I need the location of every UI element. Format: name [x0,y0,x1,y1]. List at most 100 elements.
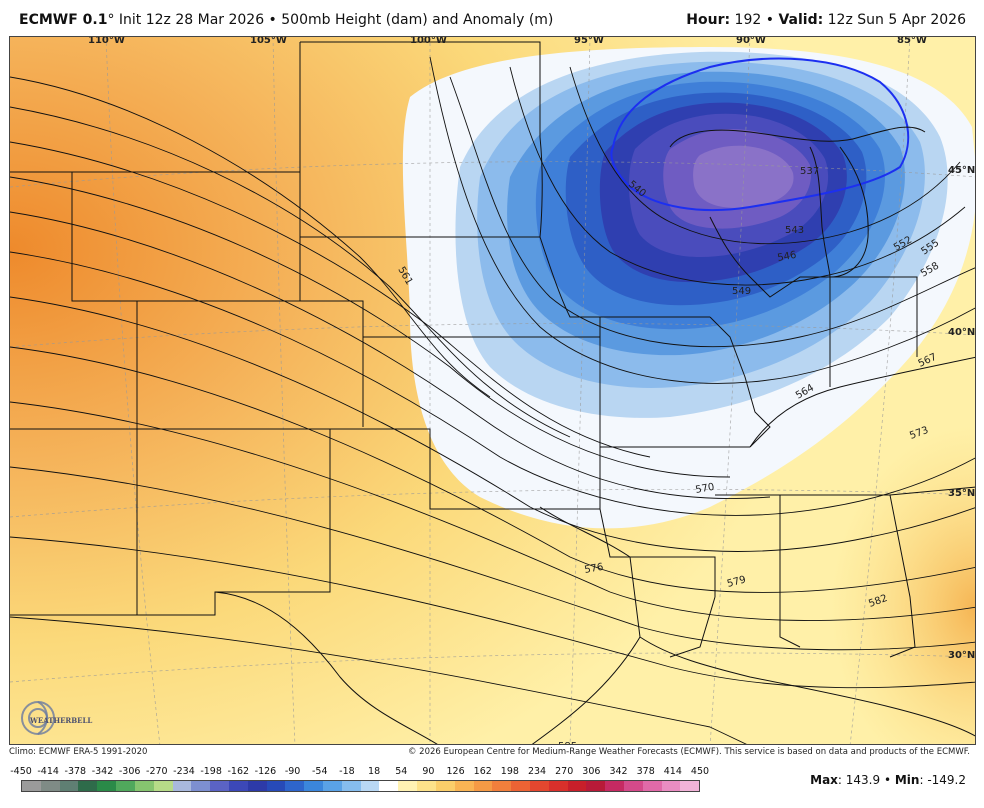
lon-label-110w: 110°W [88,36,125,46]
colorbar-swatch [78,781,98,791]
cbar-tick: 126 [446,766,465,777]
colorbar-swatch [153,781,173,791]
colorbar-swatch [285,781,305,791]
logo-text: WEATHERBELL [29,716,92,725]
colorbar-swatch [511,781,530,791]
colorbar-swatch [266,781,286,791]
cbar-tick: -126 [254,766,277,777]
bullet: • [765,12,774,28]
cbar-tick: -54 [311,766,328,777]
max-min-readout: Max: 143.9 • Min: -149.2 [810,773,966,787]
contour-label-546: 546 [777,250,798,264]
cbar-tick: -90 [284,766,301,777]
hour-value: 192 [734,12,762,28]
trough-anomaly [402,47,975,529]
contour-label-576: 576 [584,562,605,576]
lat-label-45n: 45°N [948,165,976,176]
colorbar-swatch [97,781,117,791]
cbar-tick: 162 [473,766,492,777]
cbar-tick: -234 [173,766,195,777]
colorbar-swatch [247,781,267,791]
cbar-tick: -414 [37,766,59,777]
colorbar-swatch [134,781,154,791]
cbar-tick: 342 [609,766,628,777]
colorbar-swatch [40,781,60,791]
cbar-tick: -18 [339,766,355,777]
contour-label-570: 570 [695,482,716,496]
cbar-tick: 450 [690,766,710,777]
colorbar [21,780,700,792]
colorbar-swatch [473,781,493,791]
valid-value: 12z Sun 5 Apr 2026 [827,12,966,28]
colorbar-swatch [59,781,79,791]
cbar-tick: -450 [10,766,32,777]
init-text: Init 12z 28 Mar 2026 • 500mb Height (dam… [114,12,554,28]
chart-title: ECMWF 0.1° Init 12z 28 Mar 2026 • 500mb … [19,12,553,28]
cbar-tick: 270 [555,766,574,777]
cbar-tick: -270 [146,766,168,777]
cbar-tick: -342 [91,766,114,777]
colorbar-swatch [417,781,436,791]
cbar-tick: 414 [663,766,682,777]
colorbar-swatch [116,781,135,791]
colorbar-swatch [605,781,624,791]
cbar-tick: -306 [118,766,141,777]
boundaries [10,41,975,744]
colorbar-swatch [586,781,606,791]
max-label: Max [810,773,838,787]
contour-label-549: 549 [732,286,751,297]
valid-time: Hour: 192 • Valid: 12z Sun 5 Apr 2026 [686,12,966,28]
climo-note: Climo: ECMWF ERA-5 1991-2020 [9,747,148,757]
colorbar-swatch [304,781,323,791]
colorbar-swatch [210,781,229,791]
max-value: 143.9 [845,773,881,787]
cbar-tick: -198 [200,766,222,777]
colorbar-swatch [661,781,681,791]
lon-label-90w: 90°W [736,36,766,46]
forecast-map[interactable]: 537 540 543 546 549 552 555 558 561 564 … [9,36,976,745]
cbar-tick: 198 [500,766,519,777]
contour-label-543: 543 [785,225,804,236]
cbar-tick: 234 [527,766,547,777]
contour-label-537: 537 [800,166,819,177]
colorbar-swatch [548,781,568,791]
colorbar-swatch [228,781,248,791]
cbar-tick: -162 [227,766,250,777]
weatherbell-logo: WEATHERBELL [21,701,92,735]
colorbar-swatch [680,781,700,791]
lat-label-40n: 40°N [948,327,976,338]
colorbar-swatch [379,781,399,791]
header: ECMWF 0.1° Init 12z 28 Mar 2026 • 500mb … [0,0,984,36]
lat-label-30n: 30°N [948,650,976,661]
contour-label-585: 585 [558,741,577,745]
contour-540-highlight [610,57,910,212]
degree-sign: ° [107,12,115,28]
hour-key: Hour: [686,12,731,28]
contour-label-579: 579 [726,574,747,590]
colorbar-swatch [492,781,512,791]
colorbar-swatch [435,781,455,791]
colorbar-swatch [398,781,418,791]
lon-label-85w: 85°W [897,36,927,46]
colorbar-swatch [323,781,342,791]
colorbar-swatch [22,781,41,791]
lon-label-95w: 95°W [574,36,604,46]
graticule [10,37,975,744]
cbar-tick: 54 [395,766,408,777]
cbar-tick: -378 [64,766,87,777]
min-value: -149.2 [927,773,966,787]
valid-key: Valid: [778,12,824,28]
cbar-tick: 90 [422,766,435,777]
colorbar-swatch [172,781,192,791]
lat-label-35n: 35°N [948,488,976,499]
lon-label-100w: 100°W [410,36,447,46]
colorbar-ticks: -450 -414 -378 -342 -306 -270 -234 -198 … [10,766,709,778]
colorbar-swatch [642,781,662,791]
colorbar-swatch [624,781,643,791]
map-canvas: 537 540 543 546 549 552 555 558 561 564 … [10,37,975,745]
colorbar-swatch [191,781,211,791]
min-label: Min [894,773,920,787]
copyright-note: © 2026 European Centre for Medium-Range … [407,747,970,757]
colorbar-swatch [567,781,587,791]
model-name: ECMWF 0.1 [19,12,108,28]
